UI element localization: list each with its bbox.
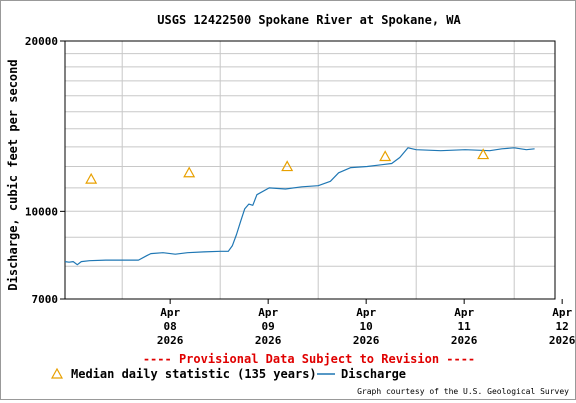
series bbox=[64, 147, 535, 266]
y-tick-label: 10000 bbox=[25, 205, 58, 218]
legend-median-label: Median daily statistic (135 years) bbox=[71, 367, 317, 381]
median-marker bbox=[183, 166, 196, 178]
discharge-line bbox=[64, 147, 535, 266]
x-tick-label: Apr bbox=[258, 306, 278, 319]
median-marker bbox=[379, 150, 392, 162]
x-tick-label: 2026 bbox=[353, 334, 380, 347]
legend: Median daily statistic (135 years) Discha… bbox=[50, 367, 406, 381]
chart-title: USGS 12422500 Spokane River at Spokane, … bbox=[157, 13, 461, 27]
legend-discharge-label: Discharge bbox=[341, 367, 406, 381]
x-tick-label: 2026 bbox=[255, 334, 282, 347]
plot-area-border bbox=[64, 40, 556, 300]
median-marker bbox=[85, 172, 98, 184]
median-marker bbox=[281, 160, 294, 172]
legend-median-marker bbox=[50, 367, 64, 379]
x-tick-label: 09 bbox=[262, 320, 275, 333]
credit-text: Graph courtesy of the U.S. Geological Su… bbox=[357, 387, 569, 396]
x-tick-label: 2026 bbox=[157, 334, 184, 347]
x-tick-label: 08 bbox=[164, 320, 177, 333]
x-tick-label: 2026 bbox=[549, 334, 575, 347]
y-axis-label: Discharge, cubic feet per second bbox=[6, 59, 20, 290]
y-tick-label: 7000 bbox=[32, 293, 59, 306]
y-tick-label: 20000 bbox=[25, 35, 58, 48]
x-tick-label: 10 bbox=[360, 320, 373, 333]
x-tick-label: Apr bbox=[454, 306, 474, 319]
x-axis-ticks: Apr082026Apr092026Apr102026Apr112026Apr1… bbox=[157, 299, 576, 347]
y-axis-ticks: 7000 10000 20000 bbox=[25, 35, 65, 306]
x-tick-label: Apr bbox=[552, 306, 572, 319]
x-tick-label: 12 bbox=[556, 320, 569, 333]
x-tick-label: 11 bbox=[458, 320, 472, 333]
x-tick-label: 2026 bbox=[451, 334, 478, 347]
provisional-notice: ---- Provisional Data Subject to Revisio… bbox=[143, 352, 475, 366]
median-marker bbox=[477, 148, 490, 160]
x-tick-label: Apr bbox=[356, 306, 376, 319]
x-tick-label: Apr bbox=[160, 306, 180, 319]
grid bbox=[65, 41, 555, 299]
